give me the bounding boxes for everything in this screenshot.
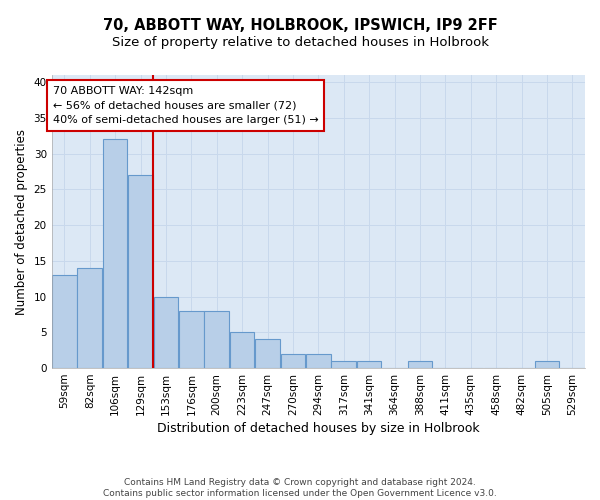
Bar bbox=[128, 175, 153, 368]
Bar bbox=[52, 275, 77, 368]
Text: Contains HM Land Registry data © Crown copyright and database right 2024.
Contai: Contains HM Land Registry data © Crown c… bbox=[103, 478, 497, 498]
Bar bbox=[331, 361, 356, 368]
Bar bbox=[357, 361, 382, 368]
Bar bbox=[535, 361, 559, 368]
Text: 70 ABBOTT WAY: 142sqm
← 56% of detached houses are smaller (72)
40% of semi-deta: 70 ABBOTT WAY: 142sqm ← 56% of detached … bbox=[53, 86, 319, 126]
Bar bbox=[205, 311, 229, 368]
Bar bbox=[281, 354, 305, 368]
Bar bbox=[154, 296, 178, 368]
Y-axis label: Number of detached properties: Number of detached properties bbox=[15, 128, 28, 314]
X-axis label: Distribution of detached houses by size in Holbrook: Distribution of detached houses by size … bbox=[157, 422, 479, 435]
Text: Size of property relative to detached houses in Holbrook: Size of property relative to detached ho… bbox=[112, 36, 488, 49]
Bar bbox=[230, 332, 254, 368]
Bar bbox=[306, 354, 331, 368]
Bar bbox=[179, 311, 203, 368]
Bar bbox=[255, 340, 280, 368]
Bar bbox=[103, 140, 127, 368]
Text: 70, ABBOTT WAY, HOLBROOK, IPSWICH, IP9 2FF: 70, ABBOTT WAY, HOLBROOK, IPSWICH, IP9 2… bbox=[103, 18, 497, 32]
Bar bbox=[407, 361, 432, 368]
Bar bbox=[77, 268, 102, 368]
